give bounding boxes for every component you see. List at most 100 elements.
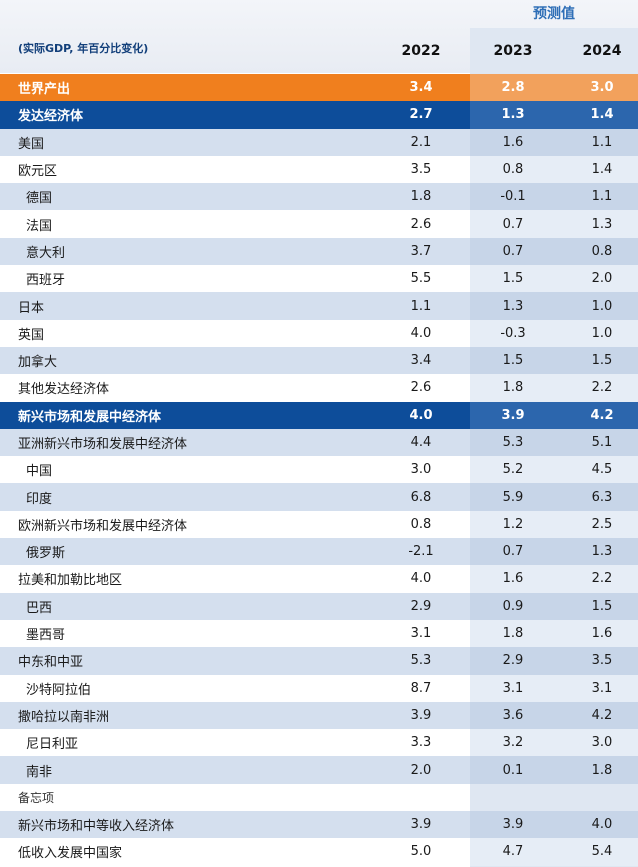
value-2023: 2.8 (501, 80, 525, 96)
table-row: 俄罗斯 -2.1 0.7 1.3 (0, 538, 638, 566)
row-label: 中东和中亚 (18, 655, 84, 671)
gdp-table: 世界产出 3.4 2.8 3.0 发达经济体 2.7 1.3 1.4 美国 2.1 1.6 1.1 欧元… (0, 74, 638, 866)
value-2022: 4.4 (410, 435, 432, 450)
value-2023: 1.6 (502, 571, 524, 587)
value-2022: 2.6 (410, 216, 432, 232)
forecast-cell-background (470, 237, 638, 266)
forecast-cell-background (470, 74, 638, 102)
year-2023-header: 2023 (493, 43, 533, 59)
value-2024: 1.1 (591, 134, 613, 150)
value-2022: 1.8 (410, 189, 432, 205)
row-label: 新兴市场和中等收入经济体 (18, 819, 175, 835)
row-label: 英国 (18, 327, 45, 343)
value-2022: 3.4 (410, 353, 432, 369)
forecast-cell-background (470, 155, 638, 184)
forecast-cell-background (470, 319, 638, 347)
table-row: 南非 2.0 0.1 1.8 (0, 756, 638, 784)
row-label: 备忘项 (18, 790, 55, 805)
value-2024: 1.4 (591, 162, 613, 178)
value-2023: 5.9 (502, 489, 524, 505)
value-2024: 1.0 (591, 325, 613, 341)
table-row: 墨西哥 3.1 1.8 1.6 (0, 619, 638, 648)
row-label: 日本 (18, 300, 45, 316)
value-2024: 1.5 (591, 598, 613, 614)
table-row: 亚洲新兴市场和发展中经济体 4.4 5.3 5.1 (0, 428, 638, 457)
row-label: 俄罗斯 (26, 546, 66, 562)
value-2023: 0.8 (502, 162, 524, 178)
forecast-cell-background (470, 565, 638, 593)
forecast-cell-background (470, 510, 638, 539)
forecast-cell-background (470, 592, 638, 620)
value-2023: 3.9 (501, 407, 525, 423)
forecast-cell-background (470, 811, 638, 839)
row-label: 中国 (26, 464, 53, 480)
value-2024: 4.2 (591, 707, 613, 723)
value-2024: 2.2 (591, 571, 613, 587)
value-2024: 1.6 (591, 626, 613, 642)
value-2023: 5.2 (502, 462, 524, 478)
value-2022: 2.7 (409, 107, 433, 123)
value-2023: 1.2 (502, 516, 524, 532)
table-row: 印度 6.8 5.9 6.3 (0, 483, 638, 511)
value-2023: 1.8 (502, 626, 524, 642)
row-label: 印度 (26, 491, 53, 507)
forecast-cell-background (470, 428, 638, 457)
row-label: 新兴市场和发展中经济体 (18, 409, 162, 425)
forecast-cell-background (470, 538, 638, 566)
value-2024: 6.3 (591, 489, 613, 505)
forecast-cell-background (470, 210, 638, 238)
value-2022: 3.1 (410, 626, 432, 642)
value-2023: 0.1 (502, 762, 524, 778)
value-2024: 1.0 (591, 298, 613, 314)
row-label: 欧元区 (18, 164, 58, 180)
value-2024: 2.0 (591, 271, 613, 287)
value-2022: 5.3 (410, 653, 432, 669)
row-label: 加拿大 (18, 355, 58, 371)
forecast-cell-background (470, 265, 638, 293)
forecast-cell-background (470, 647, 638, 675)
table-row: 西班牙 5.5 1.5 2.0 (0, 265, 638, 293)
value-2024: 2.5 (591, 516, 613, 532)
value-2024: 3.0 (590, 80, 614, 96)
forecast-cell-background (470, 838, 638, 866)
forecast-cell-background (470, 128, 638, 156)
forecast-cell-background (470, 756, 638, 784)
value-2022: 0.8 (410, 516, 432, 532)
value-2023: 2.9 (502, 653, 524, 669)
table-row: 欧元区 3.5 0.8 1.4 (0, 155, 638, 184)
value-2023: -0.1 (500, 189, 526, 205)
value-2024: 1.3 (591, 216, 613, 232)
value-2022: 1.1 (410, 298, 432, 314)
forecast-cell-background (470, 374, 638, 402)
table-row: 中东和中亚 5.3 2.9 3.5 (0, 647, 638, 675)
value-2024: 5.4 (591, 844, 613, 860)
table-row: 备忘项 (0, 784, 638, 811)
value-2022: 2.0 (410, 762, 432, 778)
row-label: 美国 (18, 136, 45, 152)
forecast-cell-background (470, 401, 638, 429)
row-label: 意大利 (26, 245, 66, 261)
value-2022: 4.0 (410, 571, 432, 587)
table-row: 新兴市场和发展中经济体 4.0 3.9 4.2 (0, 401, 638, 429)
value-2024: 1.8 (591, 762, 613, 778)
value-2023: 3.9 (502, 817, 524, 833)
value-2024: 1.1 (591, 189, 613, 205)
value-2023: 3.6 (502, 707, 524, 723)
value-2022: 5.0 (410, 844, 432, 860)
row-label: 其他发达经济体 (18, 382, 110, 398)
table-row: 法国 2.6 0.7 1.3 (0, 210, 638, 238)
value-2023: 5.3 (502, 435, 524, 450)
table-row: 巴西 2.9 0.9 1.5 (0, 592, 638, 620)
table-row: 英国 4.0 -0.3 1.0 (0, 319, 638, 347)
value-2022: 3.7 (410, 243, 432, 259)
table-row: 发达经济体 2.7 1.3 1.4 (0, 101, 638, 129)
value-2022: 8.7 (410, 680, 432, 696)
value-2022: 2.9 (410, 598, 432, 614)
forecast-cell-background (470, 346, 638, 375)
value-2024: 2.2 (591, 380, 613, 396)
row-label: 尼日利亚 (26, 737, 79, 753)
table-row: 其他发达经济体 2.6 1.8 2.2 (0, 374, 638, 402)
row-label: 西班牙 (26, 273, 66, 289)
table-row: 世界产出 3.4 2.8 3.0 (0, 74, 638, 102)
row-label: 法国 (26, 218, 53, 234)
